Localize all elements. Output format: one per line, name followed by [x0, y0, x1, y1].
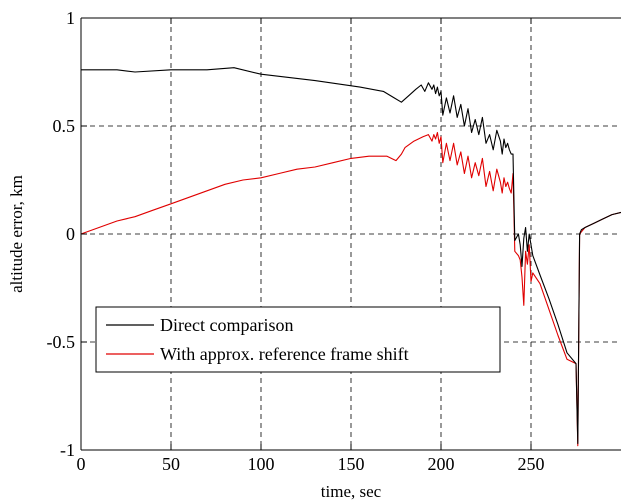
x-tick-label-0: 0 [77, 454, 86, 474]
legend: Direct comparison With approx. reference… [95, 306, 501, 373]
y-tick-label-3: -0.5 [47, 332, 76, 352]
x-tick-label-4: 200 [428, 454, 455, 474]
series-layer [80, 67, 621, 447]
x-tick-label-3: 150 [338, 454, 365, 474]
series-line-1 [80, 131, 621, 447]
axis-ticks: 0 50 100 150 200 250 1 0.5 0 -0.5 -1 [47, 8, 545, 474]
legend-label-direct: Direct comparison [160, 315, 293, 335]
x-tick-label-5: 250 [518, 454, 545, 474]
y-tick-label-4: -1 [60, 440, 75, 460]
legend-box [95, 306, 501, 373]
legend-label-shift: With approx. reference frame shift [160, 344, 409, 364]
y-tick-label-2: 0 [66, 224, 75, 244]
x-axis-label: time, sec [321, 482, 382, 501]
x-tick-label-2: 100 [248, 454, 275, 474]
y-tick-label-1: 0.5 [53, 116, 76, 136]
series-line-0 [81, 67, 621, 445]
x-tick-label-1: 50 [162, 454, 180, 474]
y-tick-label-0: 1 [66, 8, 75, 28]
y-axis-label: altitude error, km [7, 175, 26, 293]
